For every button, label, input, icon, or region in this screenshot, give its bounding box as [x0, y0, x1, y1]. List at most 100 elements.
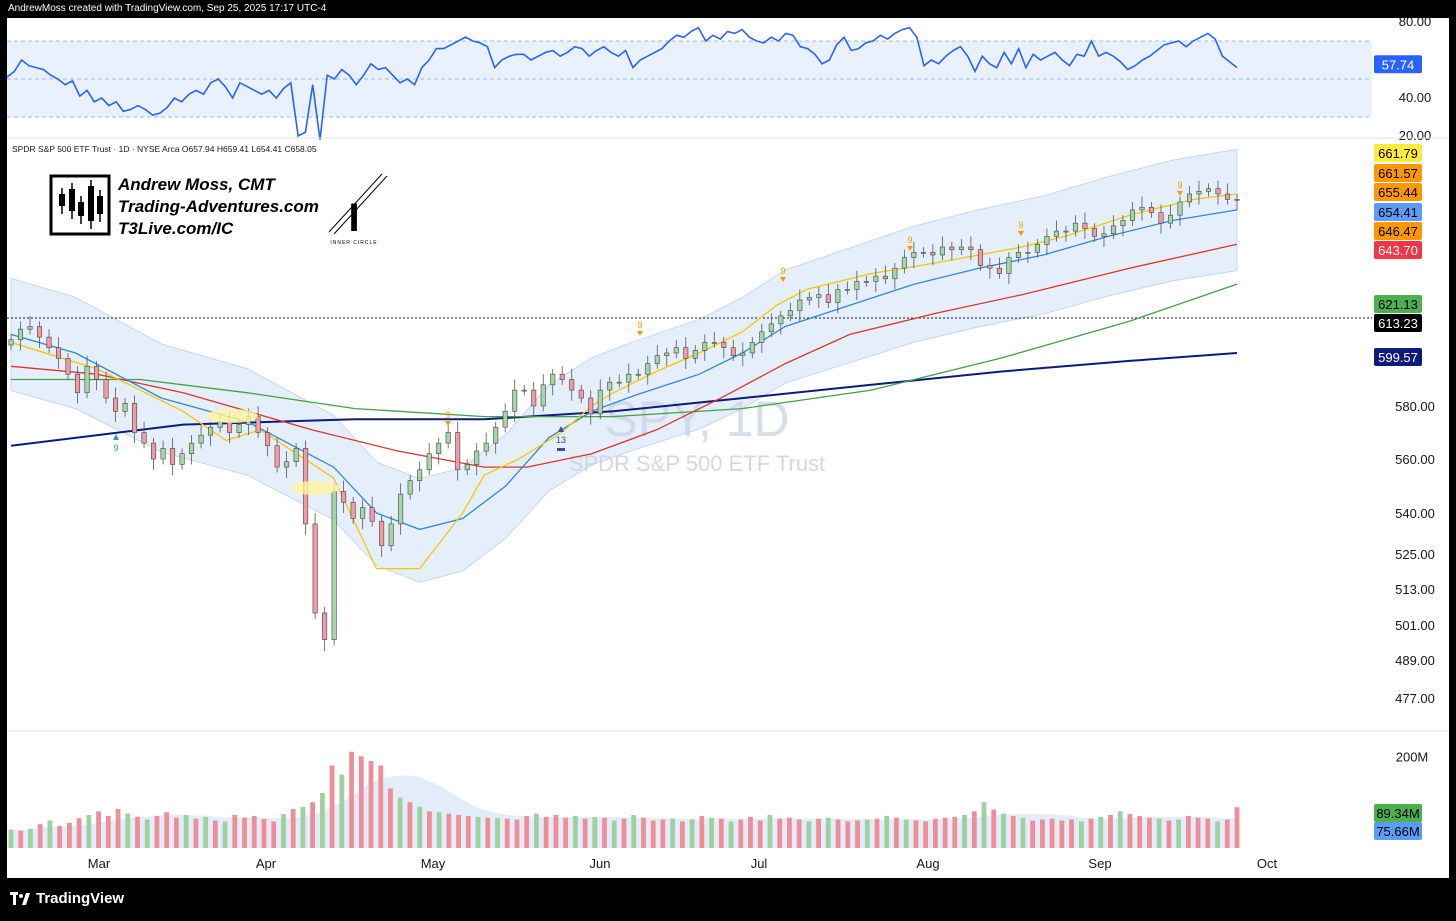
candle-up [1177, 201, 1183, 216]
volume-bar-down [368, 760, 374, 848]
price-badge: 655.44 [1374, 183, 1422, 201]
candle [711, 331, 717, 348]
rsi-tick-label: 80.00 [1399, 18, 1432, 29]
candle-up [958, 246, 964, 250]
count-label: 9 [1177, 180, 1182, 190]
volume-bar-down [407, 802, 413, 848]
candle [46, 329, 52, 353]
volume-bar-down [991, 809, 997, 848]
volume-bar-down [514, 819, 520, 848]
tradingview-logo[interactable]: TradingView [10, 890, 124, 907]
inner-circle-slash [328, 173, 383, 233]
volume-bar-down [816, 818, 822, 848]
price-badge-bg [1374, 295, 1422, 313]
x-tick-label: May [421, 856, 446, 871]
candle [892, 262, 898, 290]
candle-up [673, 347, 679, 354]
candle-up [217, 421, 223, 428]
price-badge-bg [1374, 348, 1422, 366]
candle [445, 424, 451, 449]
candle-up [873, 275, 879, 282]
volume-bar-up [592, 816, 598, 848]
candle-down [730, 347, 736, 356]
volume-badge-label: 89.34M [1376, 806, 1419, 821]
volume-bar-up [1117, 811, 1123, 848]
candle-up [1072, 222, 1078, 232]
candle [683, 337, 689, 369]
candle-up [1139, 206, 1145, 211]
candle [968, 236, 974, 261]
price-badge: 621.13 [1374, 295, 1422, 313]
candle-up [759, 331, 765, 343]
candle [1215, 180, 1221, 205]
candle-up [360, 507, 366, 519]
candle-up [1120, 220, 1126, 227]
volume-bar-down [952, 816, 958, 848]
volume-bars [8, 751, 1240, 848]
candle [721, 337, 727, 359]
candle-up [816, 294, 822, 298]
inner-circle-text: INNER CIRCLE [330, 240, 377, 246]
price-badge-bg [1374, 203, 1422, 221]
volume-bar-down [212, 820, 218, 848]
volume-bar-up [962, 815, 967, 848]
candle [987, 257, 993, 279]
candle-up [474, 450, 480, 465]
watermark-name: SPDR S&P 500 ETF Trust [569, 451, 825, 476]
candle-up [854, 281, 860, 290]
website-label: Trading-Adventures.com [118, 197, 319, 216]
candle-down [170, 448, 176, 465]
candle-down [312, 523, 318, 614]
candle-down [1082, 222, 1088, 229]
candle-up [293, 448, 299, 462]
candle-up [417, 469, 423, 481]
candle [1025, 241, 1031, 263]
volume-bar-down [504, 818, 510, 848]
volume-bar-down [174, 817, 179, 848]
volume-bar-down [796, 819, 802, 848]
volume-bar-up [28, 828, 33, 848]
author-name: Andrew Moss, CMT [117, 175, 276, 194]
candle [274, 437, 280, 473]
volume-bar-down [932, 818, 938, 848]
volume-bar-down [1039, 819, 1045, 848]
candle [1120, 215, 1126, 237]
candle [1224, 183, 1230, 205]
volume-bar-up [1215, 821, 1220, 848]
volume-bar-down [757, 820, 763, 848]
candle [322, 607, 328, 652]
candle-up [1196, 191, 1202, 195]
candle [474, 443, 480, 476]
candles [8, 180, 1240, 652]
candle-up [483, 442, 489, 452]
volume-bar-down [845, 821, 851, 848]
candle-down [37, 326, 43, 338]
volume-bar-up [47, 820, 53, 848]
candle [559, 366, 565, 385]
volume-bar-down [242, 817, 247, 848]
candle-down [588, 397, 594, 415]
sequential-count-marker: 13 [556, 426, 566, 451]
candle-up [844, 289, 850, 291]
candle-up [18, 328, 24, 341]
volume-bar-up [8, 829, 14, 848]
volume-bar-down [66, 822, 72, 848]
candle [550, 368, 556, 396]
candle [284, 451, 290, 478]
volume-bar-up [864, 819, 870, 848]
candle-up [464, 464, 470, 471]
candle-up [939, 246, 945, 256]
candle [160, 440, 166, 465]
candle-up [331, 491, 337, 640]
volume-bar-down [426, 811, 432, 848]
candle [122, 398, 128, 417]
volume-bar-up [281, 814, 286, 848]
candle-up [626, 373, 632, 383]
count-label: 9 [445, 410, 450, 420]
candle [1186, 186, 1192, 208]
candle-up [512, 389, 518, 412]
volume-bar-up [572, 815, 578, 848]
candle [84, 355, 90, 399]
candle-down [721, 342, 727, 348]
